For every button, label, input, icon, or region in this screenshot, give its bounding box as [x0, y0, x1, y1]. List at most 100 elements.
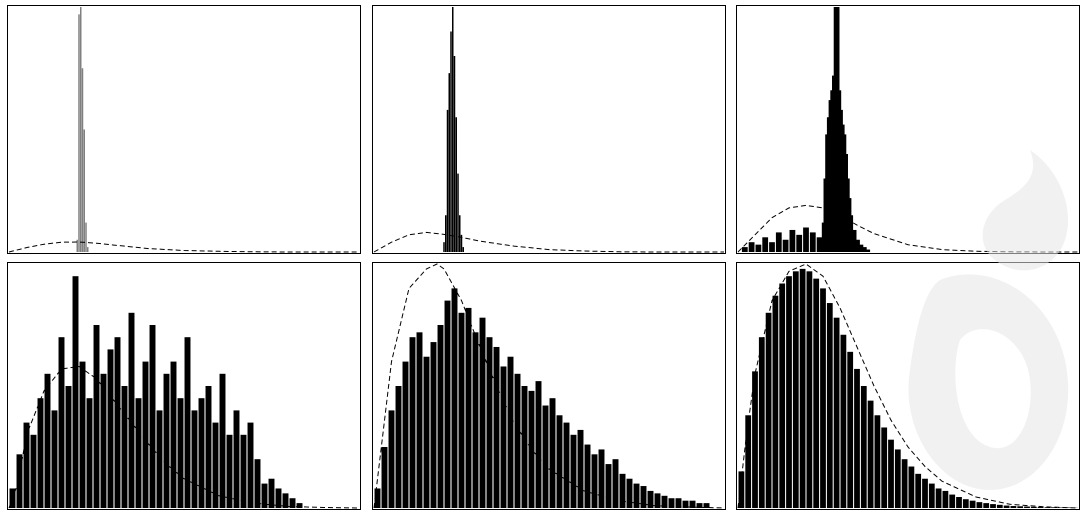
histogram-bar [840, 334, 847, 508]
histogram-bar [430, 342, 437, 508]
histogram-bar [395, 386, 402, 508]
histogram-bar [198, 398, 205, 508]
histogram-bar [915, 473, 922, 508]
histogram-bar [87, 247, 89, 252]
histogram-bar [874, 415, 881, 508]
histogram-bar [570, 434, 577, 508]
histogram-bar [128, 312, 135, 508]
histogram-bar [388, 410, 395, 508]
histogram-bar [854, 239, 860, 252]
histogram-bar [416, 332, 423, 508]
histogram-bar [521, 386, 528, 508]
histogram-bar [296, 503, 303, 508]
histogram-bar [826, 303, 833, 508]
histogram-bar [741, 247, 748, 252]
histogram-bar [16, 454, 23, 508]
histogram-bar [149, 325, 156, 508]
histogram-bar [479, 317, 486, 508]
histogram-bar [535, 381, 542, 508]
histogram-bar [935, 488, 942, 508]
histogram-bar [928, 483, 935, 508]
histogram-bar [792, 271, 799, 508]
histogram-bar [857, 244, 864, 252]
histogram-bar [1010, 506, 1017, 508]
histogram-bar [591, 454, 598, 508]
histogram-bar [769, 242, 775, 252]
histogram-bar [990, 504, 996, 508]
histogram-bar [775, 232, 782, 252]
histogram-bar [374, 488, 381, 508]
histogram-bar [402, 361, 409, 508]
histogram-bar [976, 502, 983, 508]
histogram-bar [640, 486, 647, 508]
histogram-bar [1037, 507, 1044, 508]
histogram-bar [451, 288, 458, 508]
histogram-bar [114, 337, 121, 508]
histogram-bar [796, 234, 803, 252]
histogram-bar [507, 356, 514, 508]
reference-density-curve [373, 231, 724, 253]
histogram-bar [633, 483, 640, 508]
histogram-bar [894, 449, 901, 508]
reference-density-curve [737, 204, 1078, 253]
histogram-bar [813, 278, 820, 508]
histogram-bar [142, 361, 149, 508]
histogram-bar [254, 459, 261, 508]
histogram-bar [847, 215, 854, 252]
histogram-bar [908, 466, 915, 508]
histogram-bar [177, 398, 184, 508]
histogram-bar [493, 346, 500, 508]
histogram-bar [1030, 506, 1037, 508]
plot-frame [372, 5, 726, 254]
histogram-bar [772, 295, 779, 508]
histogram-bar [191, 410, 198, 508]
histogram-bar [514, 373, 521, 508]
histogram-bar [460, 234, 463, 252]
histogram-bar [289, 498, 296, 508]
reference-density-curve [373, 263, 725, 509]
histogram-bar [820, 288, 826, 508]
histogram-bar [860, 247, 867, 252]
histogram-bar [409, 337, 416, 508]
histogram-bar [121, 386, 128, 508]
histogram-bar [682, 500, 689, 508]
histogram-bar [1051, 507, 1058, 508]
histogram-bar [799, 268, 806, 508]
histogram-bar [922, 478, 928, 508]
histogram-bar [459, 215, 461, 252]
histogram-bar [626, 478, 633, 508]
histogram-bar [37, 398, 44, 508]
histogram-bar [605, 464, 612, 508]
histogram-bar [212, 422, 219, 508]
histogram-bar [806, 271, 813, 508]
histogram-bar [854, 368, 860, 508]
histogram-bar [78, 14, 80, 252]
histogram-bar [233, 410, 240, 508]
histogram-bar [445, 215, 447, 252]
histogram-bar [472, 332, 479, 508]
histogram-bar [949, 494, 956, 508]
histogram-bar [758, 337, 765, 508]
histogram-bar [850, 229, 857, 252]
histogram-bar [703, 503, 710, 508]
histogram-bar [452, 7, 454, 252]
histogram-bar [85, 222, 87, 252]
histogram-bar [240, 434, 247, 508]
histogram-bar [860, 386, 867, 508]
histogram-bar [107, 349, 114, 508]
histogram-plot [7, 5, 361, 254]
histogram-bar [437, 325, 444, 508]
histogram-plot [372, 5, 726, 254]
histogram-bar [942, 490, 949, 508]
histogram-bar [668, 498, 675, 508]
histogram-bar [549, 398, 556, 508]
histogram-bar [453, 56, 456, 252]
histogram-bar [598, 449, 605, 508]
histogram-bar [72, 276, 79, 508]
histogram-bar [381, 447, 388, 508]
histogram-bar [619, 473, 626, 508]
histogram-bar [755, 244, 762, 252]
histogram-bar [462, 247, 464, 252]
histogram-bar [1003, 505, 1010, 508]
histogram-bar [275, 488, 282, 508]
